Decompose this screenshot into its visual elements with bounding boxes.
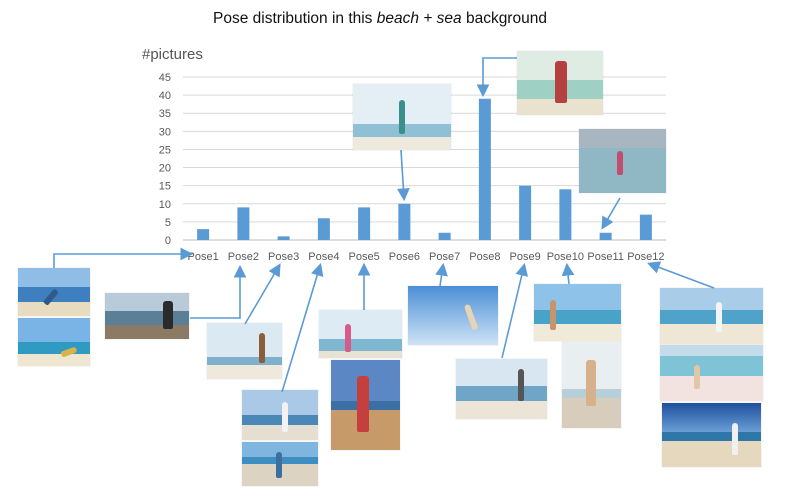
x-tick-label-pose12: Pose12: [627, 251, 664, 263]
photo-pose2: [105, 293, 189, 339]
bar-pose6: [398, 203, 411, 240]
y-tick-label-45: 45: [159, 72, 171, 84]
photo-pose5-b: [331, 360, 400, 450]
photo-pose7: [408, 286, 498, 345]
x-tick-label-pose7: Pose7: [429, 251, 460, 263]
photo-pose9: [456, 359, 547, 419]
x-tick-label-pose10: Pose10: [547, 251, 584, 263]
y-tick-label-25: 25: [159, 144, 171, 156]
bar-pose5: [358, 207, 371, 240]
photo-pose4-b: [242, 442, 318, 486]
y-tick-label-20: 20: [159, 163, 171, 175]
photo-pose5-a: [319, 310, 402, 358]
photo-pose10-b: [562, 342, 621, 428]
y-tick-label-40: 40: [159, 90, 171, 102]
photo-pose8: [517, 51, 603, 115]
x-tick-label-pose9: Pose9: [510, 251, 541, 263]
bar-pose8: [478, 98, 491, 240]
bar-pose2: [237, 207, 250, 240]
bar-pose3: [277, 236, 290, 240]
photo-pose4-a: [242, 390, 318, 440]
bar-pose10: [559, 189, 572, 240]
x-tick-label-pose11: Pose11: [587, 251, 624, 263]
y-tick-label-10: 10: [159, 199, 171, 211]
photo-pose1-a: [18, 268, 90, 316]
x-tick-label-pose2: Pose2: [228, 251, 259, 263]
photo-pose12-c: [662, 403, 761, 467]
y-tick-label-0: 0: [165, 235, 171, 247]
bar-pose7: [438, 232, 451, 240]
x-tick-label-pose1: Pose1: [188, 251, 219, 263]
y-axis-label: #pictures: [142, 46, 203, 63]
y-tick-label-5: 5: [165, 217, 171, 229]
photo-pose3: [207, 323, 282, 379]
photo-pose10-a: [534, 284, 621, 341]
x-tick-label-pose6: Pose6: [389, 251, 420, 263]
photo-pose11: [579, 129, 666, 193]
photo-pose12-b: [660, 345, 763, 401]
bar-pose11: [599, 232, 612, 240]
y-tick-label-15: 15: [159, 181, 171, 193]
x-tick-label-pose8: Pose8: [469, 251, 500, 263]
chart-title: Pose distribution in this beach + sea ba…: [213, 10, 547, 27]
bar-pose9: [519, 185, 532, 240]
bar-pose4: [317, 218, 330, 240]
bar-pose1: [197, 229, 210, 240]
photo-pose12-a: [660, 288, 763, 344]
photo-pose1-b: [18, 318, 90, 366]
x-tick-label-pose5: Pose5: [349, 251, 380, 263]
y-tick-label-30: 30: [159, 126, 171, 138]
photo-pose6: [353, 84, 451, 150]
x-tick-label-pose3: Pose3: [268, 251, 299, 263]
bar-pose12: [639, 214, 652, 240]
y-tick-label-35: 35: [159, 108, 171, 120]
x-tick-label-pose4: Pose4: [308, 251, 339, 263]
